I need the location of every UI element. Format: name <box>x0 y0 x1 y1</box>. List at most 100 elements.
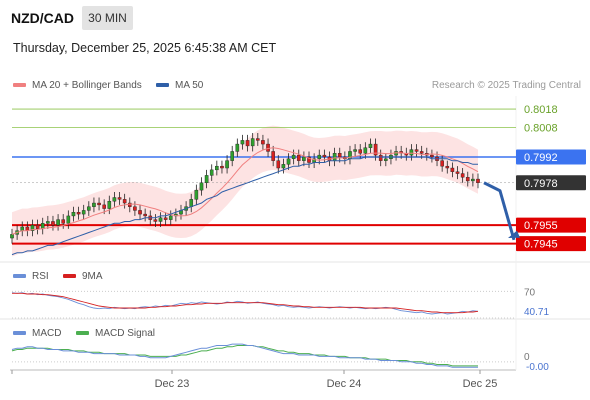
candle-body <box>409 149 414 156</box>
rsi-line <box>11 292 479 315</box>
support-level-badge <box>516 236 586 252</box>
candle-body <box>87 206 91 211</box>
candle-body <box>225 160 229 169</box>
candle-body <box>112 197 117 202</box>
credit-text: Research © 2025 Trading Central <box>431 80 581 91</box>
candle-body <box>337 153 342 158</box>
candle-body <box>378 154 383 161</box>
candle-body <box>240 140 245 145</box>
timestamp: Thursday, December 25, 2025 6:45:38 AM C… <box>13 41 277 55</box>
candle-body <box>307 156 311 163</box>
candle-body <box>471 178 475 182</box>
candle-body <box>368 143 373 148</box>
candle-body <box>35 224 40 230</box>
candle-body <box>102 204 106 209</box>
candle-body <box>92 202 96 207</box>
candle-body <box>317 154 322 160</box>
candle-body <box>122 199 127 204</box>
pivot-level-badge <box>516 149 586 165</box>
candle-body <box>363 147 368 154</box>
candle-body <box>143 213 147 217</box>
candle-body <box>81 210 86 215</box>
symbol-title: NZD/CAD <box>11 10 74 26</box>
candle-body <box>46 221 50 224</box>
candle-body <box>450 167 455 172</box>
candle-body <box>476 178 480 183</box>
candle-body <box>209 169 214 176</box>
legend-ma20-label: MA 20 + Bollinger Bands <box>32 80 142 91</box>
ma20-swatch <box>13 83 26 88</box>
candle-body <box>430 154 434 158</box>
candle-body <box>419 151 424 154</box>
candle-body <box>465 177 470 182</box>
rsi-value-label: 40.71 <box>524 307 549 318</box>
legend-macd-signal: MACD Signal <box>76 328 155 339</box>
support-level-badge <box>516 217 586 233</box>
candle-body <box>286 158 291 165</box>
candle-body <box>133 206 137 211</box>
ma50-swatch <box>156 83 169 88</box>
candle-body <box>266 143 270 152</box>
candle-body <box>281 164 286 169</box>
support-level-label: 0.7955 <box>524 220 558 232</box>
legend-ma20: MA 20 + Bollinger Bands <box>13 80 142 91</box>
candle-body <box>291 154 296 160</box>
candle-body <box>107 200 112 209</box>
candle-body <box>384 158 388 161</box>
bollinger-band <box>12 125 478 257</box>
candle-body <box>199 182 204 191</box>
candle-body <box>460 173 465 178</box>
candle-body <box>414 149 419 152</box>
x-tick-label: Dec 23 <box>155 378 190 390</box>
chart-header: NZD/CAD 30 MIN <box>0 0 590 34</box>
candle-body <box>256 138 260 141</box>
pivot-level-label: 0.7992 <box>524 152 558 164</box>
candle-body <box>30 224 35 231</box>
timeframe-button[interactable]: 30 MIN <box>82 6 133 30</box>
candle-body <box>373 143 378 156</box>
candle-body <box>250 138 255 147</box>
macd-swatch <box>13 331 26 336</box>
candle-body <box>261 140 265 145</box>
rsi-tick-label: 70 <box>524 287 536 298</box>
legend-ma50-label: MA 50 <box>175 80 204 91</box>
candle-body <box>163 217 168 220</box>
legend-ma50: MA 50 <box>156 80 203 91</box>
macd-line <box>11 343 478 368</box>
legend-rsi-label: RSI <box>32 271 49 282</box>
candle-body <box>66 215 71 224</box>
candle-body <box>440 160 444 167</box>
candle-body <box>189 199 194 207</box>
candle-body <box>276 160 281 169</box>
candle-body <box>168 215 173 220</box>
forecast-arrow <box>483 181 516 241</box>
legend-rsi-ma: 9MA <box>63 271 103 282</box>
candle-body <box>51 221 55 226</box>
candle-body <box>10 234 14 239</box>
candle-body <box>117 197 122 200</box>
macd-tick-label: 0 <box>524 352 530 363</box>
candle-body <box>220 165 224 169</box>
x-tick-label: Dec 25 <box>463 378 498 390</box>
ma20-line <box>11 147 479 235</box>
candle-body <box>61 219 66 224</box>
candle-body <box>153 219 158 222</box>
candle-body <box>332 153 337 161</box>
candle-body <box>235 143 240 152</box>
candle-body <box>56 219 60 226</box>
candle-body <box>445 165 450 169</box>
candle-body <box>127 202 132 207</box>
candle-body <box>97 202 101 206</box>
candle-body <box>204 175 209 183</box>
forecast-arrowhead <box>508 230 520 239</box>
resistance-level-label: 0.8008 <box>524 122 558 134</box>
candle-body <box>230 151 234 161</box>
candle-body <box>138 210 142 215</box>
rsi-ma-swatch <box>63 274 76 279</box>
candle-body <box>71 212 76 217</box>
macd-signal-swatch <box>76 331 89 336</box>
candle-body <box>296 154 301 161</box>
last-price-badge <box>516 175 586 191</box>
last-price-label: 0.7978 <box>524 178 558 190</box>
